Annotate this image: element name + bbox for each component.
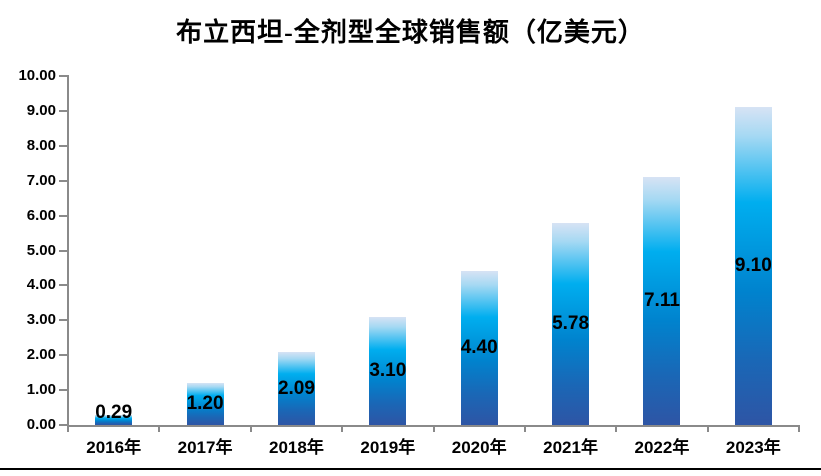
x-axis-tick bbox=[67, 427, 69, 432]
x-axis-tick bbox=[158, 427, 161, 432]
y-axis-label: 5.00 bbox=[26, 241, 56, 259]
y-axis-label: 10.00 bbox=[18, 67, 56, 84]
x-axis-label: 2019年 bbox=[360, 438, 416, 457]
y-axis-label: 9.00 bbox=[26, 101, 56, 119]
y-axis-tick bbox=[59, 424, 67, 426]
x-axis-label: 2016年 bbox=[86, 438, 142, 457]
y-axis-label: 8.00 bbox=[26, 136, 56, 154]
x-axis-label: 2018年 bbox=[269, 438, 324, 457]
bar bbox=[460, 271, 498, 425]
x-axis-tick bbox=[249, 427, 252, 432]
y-axis-label: 1.00 bbox=[26, 381, 56, 399]
bar bbox=[186, 383, 224, 425]
y-axis-tick bbox=[59, 284, 67, 287]
y-axis-tick bbox=[59, 214, 67, 217]
bar-data-label: 9.10 bbox=[734, 255, 772, 277]
y-axis-label: 2.00 bbox=[26, 346, 56, 364]
x-axis-tick bbox=[341, 427, 344, 432]
y-axis-tick bbox=[59, 179, 67, 182]
y-axis-tick bbox=[59, 75, 67, 77]
y-axis-label: 7.00 bbox=[26, 171, 56, 189]
bar-data-label: 7.11 bbox=[643, 289, 680, 311]
bar-data-label: 1.20 bbox=[186, 393, 224, 415]
chart-title: 布立西坦-全剂型全球销售额（亿美元） bbox=[176, 18, 645, 47]
bottom-border-line bbox=[0, 468, 821, 470]
x-axis-tick bbox=[615, 427, 618, 432]
y-axis-tick bbox=[59, 144, 67, 147]
y-axis-label: 4.00 bbox=[26, 276, 56, 294]
x-axis-label: 2022年 bbox=[634, 438, 690, 457]
y-axis-tick bbox=[59, 354, 67, 357]
x-axis-label: 2023年 bbox=[725, 438, 781, 457]
bar bbox=[552, 223, 590, 425]
bar bbox=[734, 107, 772, 425]
y-axis-label: 3.00 bbox=[26, 311, 56, 329]
y-axis-line bbox=[67, 75, 69, 427]
y-axis-tick bbox=[59, 319, 67, 322]
bar-data-label: 4.40 bbox=[460, 337, 498, 359]
x-axis-tick bbox=[432, 427, 435, 432]
x-axis-tick bbox=[706, 427, 709, 432]
x-axis-tick bbox=[523, 427, 526, 432]
y-axis-tick bbox=[59, 109, 67, 112]
bar bbox=[95, 414, 133, 425]
x-axis-label: 2021年 bbox=[543, 438, 598, 457]
x-axis-label: 2017年 bbox=[177, 438, 233, 457]
bar bbox=[643, 176, 681, 425]
bar-data-label: 0.29 bbox=[95, 402, 133, 423]
y-axis-label: 6.00 bbox=[26, 206, 56, 224]
bar bbox=[277, 352, 315, 425]
y-axis-tick bbox=[59, 389, 67, 392]
bar-data-label: 2.09 bbox=[277, 377, 315, 399]
bar-data-label: 5.78 bbox=[552, 313, 590, 335]
x-axis-tick bbox=[798, 427, 800, 432]
x-axis-line bbox=[67, 425, 800, 427]
y-axis-label: 0.00 bbox=[26, 416, 56, 433]
bar bbox=[369, 316, 407, 425]
x-axis-label: 2020年 bbox=[451, 438, 507, 457]
bar-data-label: 3.10 bbox=[369, 359, 407, 381]
y-axis-tick bbox=[59, 249, 67, 252]
